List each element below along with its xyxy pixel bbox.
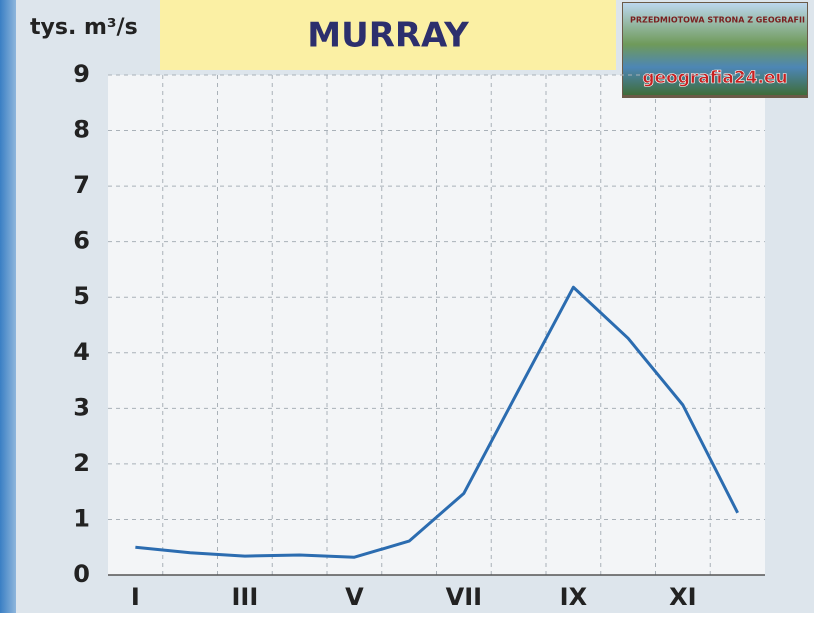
x-tick-label: XI xyxy=(669,583,696,611)
logo-caption: PRZEDMIOTOWA STRONA Z GEOGRAFII xyxy=(630,16,805,25)
x-tick-label: III xyxy=(231,583,258,611)
y-tick-label: 1 xyxy=(73,504,90,532)
y-tick-label: 3 xyxy=(73,393,90,421)
y-axis-label: tys. m³/s xyxy=(30,15,138,40)
x-tick-label: V xyxy=(345,583,364,611)
y-tick-label: 7 xyxy=(73,171,90,199)
x-tick-label: IX xyxy=(560,583,588,611)
chart-title: MURRAY xyxy=(307,16,469,56)
page: {"chart_data": { "type": "line", "title"… xyxy=(0,0,814,613)
y-tick-label: 0 xyxy=(73,560,90,588)
y-tick-label: 6 xyxy=(73,227,90,255)
logo-url: geografia24.eu xyxy=(642,68,787,88)
x-tick-label: VII xyxy=(446,583,482,611)
y-tick-label: 9 xyxy=(73,60,90,88)
y-tick-label: 2 xyxy=(73,449,90,477)
y-tick-label: 8 xyxy=(73,116,90,144)
y-tick-label: 4 xyxy=(73,338,90,366)
logo: PRZEDMIOTOWA STRONA Z GEOGRAFII geografi… xyxy=(618,0,810,100)
side-border xyxy=(0,0,16,613)
x-tick-label: I xyxy=(131,583,140,611)
y-tick-label: 5 xyxy=(73,282,90,310)
chart: MURRAY tys. m³/s PRZEDMIOTOWA STRONA Z G… xyxy=(0,0,814,613)
